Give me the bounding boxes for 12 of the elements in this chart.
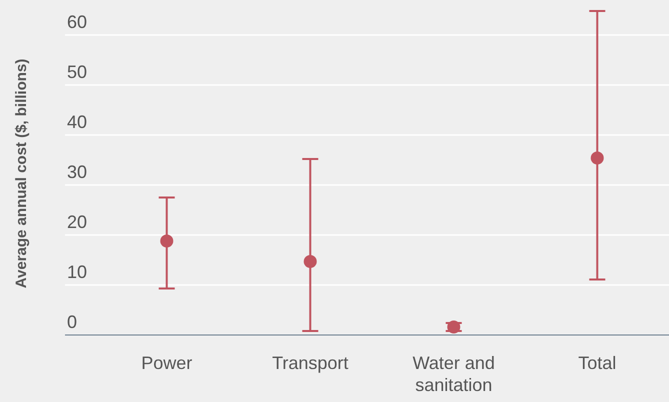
y-tick-label: 60 [67, 12, 88, 32]
y-tick-label: 40 [67, 112, 88, 132]
x-tick-label: Total [578, 353, 616, 373]
y-tick-label: 10 [67, 262, 88, 282]
y-tick-label: 30 [67, 162, 88, 182]
x-tick-label: Power [141, 353, 192, 373]
y-tick-label: 0 [67, 312, 78, 332]
x-tick-label: Transport [272, 353, 348, 373]
y-tick-label: 50 [67, 62, 88, 82]
x-tick-label: Water and sanitation [412, 353, 495, 395]
y-tick-label: 20 [67, 212, 88, 232]
y-axis-title: Average annual cost ($, billions) [13, 58, 30, 288]
